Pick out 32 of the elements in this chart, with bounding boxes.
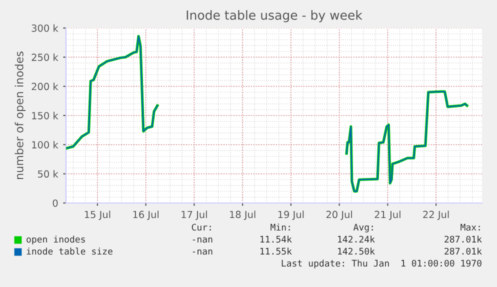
- text: Max:: [460, 224, 480, 231]
- y-tick-label: 50 k: [38, 170, 58, 178]
- text: 142.24k: [338, 236, 375, 243]
- text: 287.01k: [444, 236, 482, 243]
- y-tick-label: 100 k: [32, 140, 58, 148]
- text: -nan: [192, 237, 212, 243]
- text: -nan: [192, 249, 212, 255]
- text: 11.54k: [260, 236, 292, 243]
- text: Cur:: [192, 224, 211, 231]
- text: Min:: [270, 224, 290, 231]
- x-tick-label: 21 Jul: [374, 210, 400, 220]
- x-tick-label: 18 Jul: [230, 210, 256, 220]
- chart-title: Inode table usage - by week: [186, 10, 362, 22]
- legend-label: inode table size: [26, 248, 112, 255]
- x-tick-label: 22 Jul: [423, 210, 449, 220]
- text: Last update: Thu Jan 1 01:00:00 1970: [282, 260, 482, 268]
- x-tick-label: 17 Jul: [182, 210, 207, 220]
- text: 11.55k: [260, 248, 292, 255]
- text: 142.50k: [338, 248, 375, 255]
- x-tick-label: 16 Jul: [133, 210, 158, 220]
- y-tick-label: 150 k: [32, 112, 58, 120]
- y-tick-label: 300 k: [32, 24, 58, 32]
- x-tick-label: 19 Jul: [278, 210, 304, 220]
- x-tick-label: 20 Jul: [326, 210, 352, 220]
- y-axis-title: number of open inodes: [14, 52, 26, 179]
- y-tick-label: 200 k: [32, 82, 58, 90]
- y-tick-label: 0: [52, 199, 58, 207]
- text: Avg:: [353, 224, 373, 232]
- x-tick-label: 15 Jul: [84, 210, 110, 220]
- y-tick-label: 250 k: [32, 53, 58, 61]
- legend-label: open inodes: [26, 236, 85, 244]
- text: 287.01k: [444, 248, 482, 255]
